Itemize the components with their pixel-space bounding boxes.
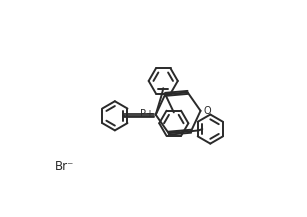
Text: P+: P+ (140, 109, 154, 119)
Text: Br⁻: Br⁻ (55, 160, 74, 173)
Text: O: O (203, 106, 211, 116)
